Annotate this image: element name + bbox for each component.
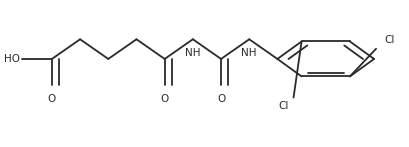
Text: HO: HO xyxy=(4,54,20,64)
Text: Cl: Cl xyxy=(384,35,395,45)
Text: O: O xyxy=(161,94,169,104)
Text: Cl: Cl xyxy=(278,101,289,111)
Text: NH: NH xyxy=(241,48,257,58)
Text: O: O xyxy=(48,94,56,104)
Text: O: O xyxy=(217,94,225,104)
Text: NH: NH xyxy=(185,48,200,58)
